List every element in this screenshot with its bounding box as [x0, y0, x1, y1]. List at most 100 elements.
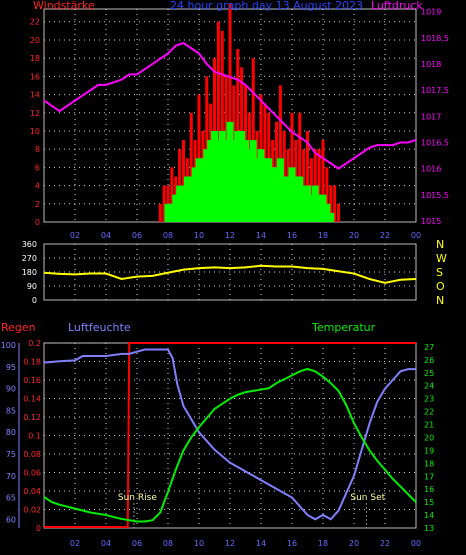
humidity-line — [43, 348, 416, 521]
humidity-axis-ticks: 60 65 70 75 80 85 90 95 100 — [1, 341, 20, 528]
time-tick-label: 04 — [101, 539, 111, 548]
wind-peak-bar — [337, 203, 340, 222]
wind-peak-bar — [321, 140, 325, 222]
rain-tick-label: 0.02 — [23, 506, 41, 515]
pressure-tick-label: 1016.5 — [421, 138, 449, 147]
temperature-tick-label: 19 — [424, 446, 434, 455]
wind-speed-bar — [172, 194, 180, 222]
time-tick-label: 16 — [287, 539, 297, 548]
wind-speed-bar — [315, 194, 323, 222]
wind-speed-bar — [323, 203, 331, 222]
compass-label: N — [436, 294, 444, 307]
time-tick-label: 22 — [380, 231, 390, 240]
windstaerke-label: Windstärke — [33, 0, 95, 12]
wind-speed-bar — [222, 140, 230, 222]
rain-line — [44, 342, 416, 528]
rain-tick-label: 0.14 — [23, 395, 41, 404]
wind-speed-bar — [226, 121, 234, 222]
time-tick-label: 06 — [132, 231, 142, 240]
wind-speed-bar — [168, 203, 176, 222]
temperature-tick-label: 16 — [424, 485, 434, 494]
compass-label: O — [436, 280, 445, 293]
time-tick-label: 18 — [318, 231, 328, 240]
wind-peak-bar — [216, 21, 220, 222]
wind-peak-bar — [189, 112, 193, 222]
wind-speed-bar — [253, 158, 261, 222]
wind-tick-label: 0 — [35, 218, 40, 227]
wind-tick-label: 6 — [35, 163, 40, 172]
pressure-tick-label: 1016 — [421, 165, 441, 174]
chart-title: 24 hour graph day 13 August 2023 — [170, 0, 363, 12]
wind-speed-bar — [176, 185, 184, 222]
wind-speed-bar — [300, 185, 308, 222]
wind-tick-label: 20 — [30, 36, 40, 45]
wind-speed-bar — [311, 185, 319, 222]
wind-speed-bar — [211, 130, 218, 222]
humidity-tick-label: 65 — [6, 494, 16, 503]
wind-speed-bar — [284, 176, 292, 222]
wind-peak-bar — [278, 85, 282, 222]
wind-peak-bar — [309, 158, 313, 222]
time-axis-ticks: 02 04 06 08 10 12 14 16 18 20 22 00 — [70, 539, 421, 548]
wind-peak-bar — [228, 3, 232, 222]
humidity-tick-label: 75 — [6, 450, 16, 459]
wind-speed-bar — [269, 167, 277, 222]
wind-speed-bar — [296, 176, 304, 222]
wind-speed-bar — [280, 176, 288, 222]
time-tick-label: 22 — [380, 539, 390, 548]
pressure-line — [43, 41, 417, 170]
sunrise-label: Sun Rise — [118, 493, 157, 503]
compass-label: W — [436, 252, 447, 265]
wind-speed-bar — [276, 158, 284, 222]
wind-tick-label: 18 — [30, 54, 40, 63]
pressure-tick-label: 1018 — [421, 60, 441, 69]
time-tick-label: 12 — [225, 539, 235, 548]
wind-peak-bar — [317, 149, 321, 222]
luftdruck-label: Luftdruck — [371, 0, 423, 12]
wind-tick-label: 4 — [35, 182, 40, 191]
direction-tick-label: 360 — [22, 240, 37, 249]
wind-peak-bar — [158, 203, 162, 222]
wind-speed-bar — [191, 167, 199, 222]
wind-speed-bar — [195, 158, 203, 222]
direction-tick-label: 270 — [22, 254, 37, 263]
wind-speed-bar — [180, 185, 187, 222]
rain-tick-label: 0.18 — [23, 358, 41, 367]
wind-time-axis-ticks: 02 04 06 08 10 12 14 16 18 20 22 00 — [70, 231, 421, 240]
time-tick-label: 20 — [349, 231, 359, 240]
humidity-tick-label: 100 — [1, 341, 16, 350]
wind-tick-label: 22 — [30, 18, 40, 27]
temperature-tick-label: 17 — [424, 472, 434, 481]
time-tick-label: 08 — [163, 539, 173, 548]
wind-peak-bar — [329, 185, 333, 222]
wind-speed-bar — [245, 149, 253, 222]
wind-speed-bar — [234, 130, 242, 222]
direction-tick-label: 180 — [22, 268, 37, 277]
wind-peak-bar — [220, 30, 224, 222]
humidity-tick-label: 60 — [6, 515, 16, 524]
wind-peak-bar — [162, 185, 166, 222]
wind-speed-bar — [257, 149, 265, 222]
temperature-tick-label: 27 — [424, 343, 434, 352]
temperature-tick-label: 15 — [424, 498, 434, 507]
time-tick-label: 18 — [318, 539, 328, 548]
time-tick-label: 02 — [70, 539, 80, 548]
pressure-tick-label: 1015.5 — [421, 191, 449, 200]
time-tick-label: 20 — [349, 539, 359, 548]
wind-tick-label: 12 — [30, 109, 40, 118]
wind-speed-bar — [273, 167, 280, 222]
time-tick-label: 00 — [411, 539, 421, 548]
wind-speed-bar — [319, 194, 327, 222]
temperatur-label: Temperatur — [311, 321, 376, 334]
rain-tick-label: 0.12 — [23, 413, 41, 422]
humidity-tick-label: 85 — [6, 406, 16, 415]
temperature-tick-label: 26 — [424, 356, 434, 365]
wind-speed-bar — [265, 158, 273, 222]
temperature-tick-label: 25 — [424, 369, 434, 378]
wind-peak-bar — [306, 130, 309, 222]
rain-tick-label: 0.16 — [23, 376, 41, 385]
wind-speed-bar — [214, 140, 222, 222]
wind-speed-bar — [164, 203, 172, 222]
